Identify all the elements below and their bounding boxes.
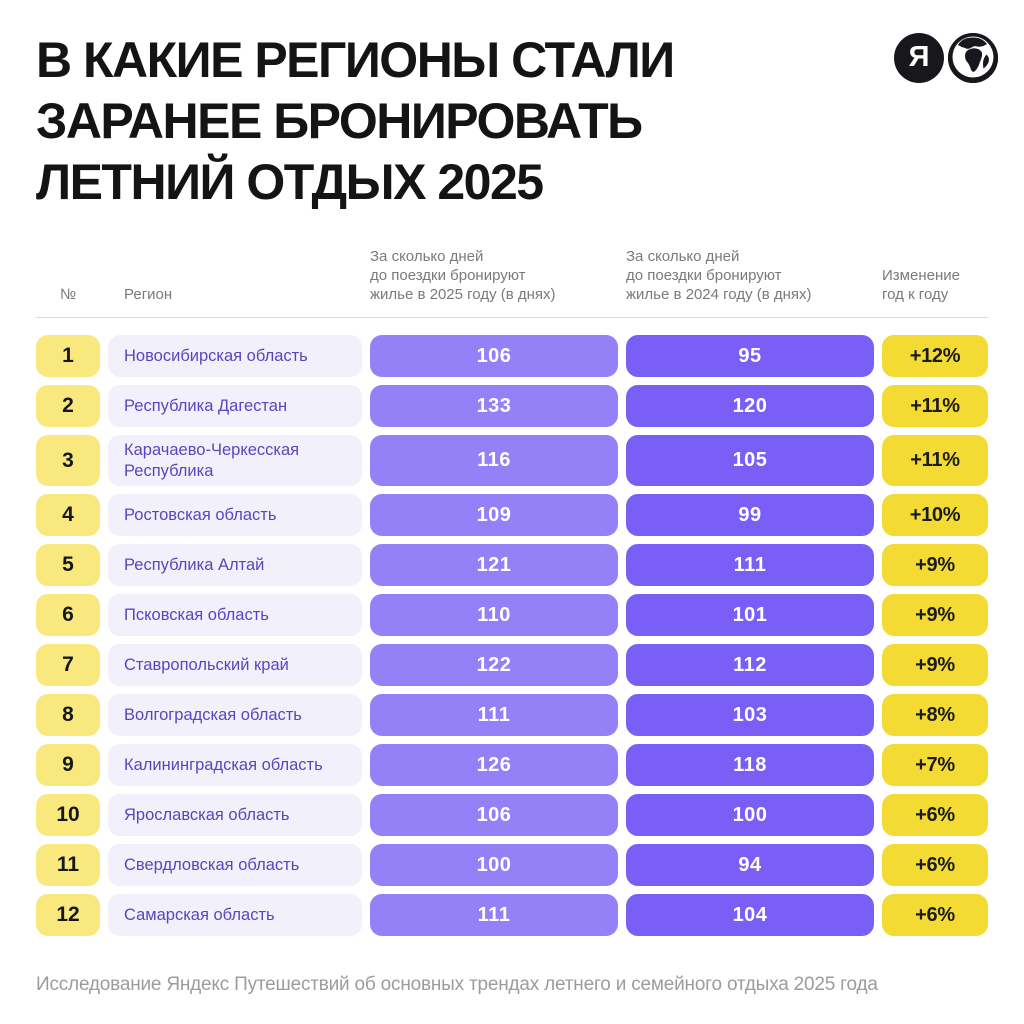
table-row: 8 Волгоградская область 111 103 +8% [36, 694, 988, 737]
change-badge: +6% [882, 794, 988, 837]
bar-2025: 111 [370, 894, 618, 937]
bar-2024: 120 [626, 385, 874, 427]
change-badge: +7% [882, 744, 988, 787]
rank-badge: 5 [36, 544, 100, 587]
region-pill: Карачаево-Черкесская Республика [108, 435, 362, 487]
bar-2024: 103 [626, 694, 874, 737]
table-row: 11 Свердловская область 100 94 +6% [36, 844, 988, 887]
rank-badge: 2 [36, 385, 100, 427]
table-row: 10 Ярославская область 106 100 +6% [36, 794, 988, 837]
bookings-table: № Регион За сколько дней до поездки брон… [36, 247, 988, 937]
source-note: Исследование Яндекс Путешествий об основ… [36, 974, 878, 995]
change-badge: +8% [882, 694, 988, 737]
change-badge: +9% [882, 544, 988, 587]
page-title: В КАКИЕ РЕГИОНЫ СТАЛИ ЗАРАНЕЕ БРОНИРОВАТ… [36, 32, 675, 210]
rank-badge: 9 [36, 744, 100, 787]
bar-2024: 101 [626, 594, 874, 637]
table-row: 4 Ростовская область 109 99 +10% [36, 494, 988, 537]
bar-2024: 94 [626, 844, 874, 887]
change-badge: +11% [882, 385, 988, 427]
table-row: 2 Республика Дагестан 133 120 +11% [36, 385, 988, 427]
region-pill: Ростовская область [108, 494, 362, 537]
header-change: Изменение год к году [882, 267, 960, 303]
header-days-2024: За сколько дней до поездки бронируют жил… [626, 248, 812, 303]
table-row: 6 Псковская область 110 101 +9% [36, 594, 988, 637]
bar-2025: 111 [370, 694, 618, 737]
region-pill: Волгоградская область [108, 694, 362, 737]
bar-2024: 104 [626, 894, 874, 937]
bar-2025: 121 [370, 544, 618, 587]
table-header-row: № Регион За сколько дней до поездки брон… [36, 247, 988, 304]
rank-badge: 6 [36, 594, 100, 637]
change-badge: +6% [882, 894, 988, 937]
region-pill: Республика Алтай [108, 544, 362, 587]
bar-2024: 111 [626, 544, 874, 587]
bar-2025: 122 [370, 644, 618, 687]
infographic-page: В КАКИЕ РЕГИОНЫ СТАЛИ ЗАРАНЕЕ БРОНИРОВАТ… [36, 32, 998, 937]
table-row: 9 Калининградская область 126 118 +7% [36, 744, 988, 787]
change-badge: +9% [882, 644, 988, 687]
change-badge: +12% [882, 335, 988, 377]
bar-2025: 100 [370, 844, 618, 887]
region-pill: Новосибирская область [108, 335, 362, 377]
header-days-2025: За сколько дней до поездки бронируют жил… [370, 248, 556, 303]
bar-2025: 133 [370, 385, 618, 427]
bar-2024: 95 [626, 335, 874, 377]
change-badge: +6% [882, 844, 988, 887]
region-pill: Самарская область [108, 894, 362, 937]
rank-badge: 12 [36, 894, 100, 937]
header-rank: № [59, 286, 77, 303]
rank-badge: 1 [36, 335, 100, 377]
bar-2025: 110 [370, 594, 618, 637]
rank-badge: 11 [36, 844, 100, 887]
region-pill: Калининградская область [108, 744, 362, 787]
bar-2024: 100 [626, 794, 874, 837]
bar-2024: 118 [626, 744, 874, 787]
bar-2025: 106 [370, 335, 618, 377]
bar-2025: 109 [370, 494, 618, 537]
table-row: 1 Новосибирская область 106 95 +12% [36, 335, 988, 377]
region-pill: Ярославская область [108, 794, 362, 837]
bar-2024: 112 [626, 644, 874, 687]
bar-2025: 126 [370, 744, 618, 787]
rank-badge: 7 [36, 644, 100, 687]
change-badge: +10% [882, 494, 988, 537]
rank-badge: 10 [36, 794, 100, 837]
region-pill: Свердловская область [108, 844, 362, 887]
globe-icon [948, 33, 998, 83]
bar-2024: 99 [626, 494, 874, 537]
table-body: 1 Новосибирская область 106 95 +12% 2 Ре… [36, 335, 988, 937]
change-badge: +11% [882, 435, 988, 487]
region-pill: Псковская область [108, 594, 362, 637]
change-badge: +9% [882, 594, 988, 637]
header-region: Регион [124, 286, 173, 303]
yandex-letter: Я [908, 40, 930, 73]
table-row: 12 Самарская область 111 104 +6% [36, 894, 988, 937]
bar-2024: 105 [626, 435, 874, 487]
bar-2025: 116 [370, 435, 618, 487]
header-divider [36, 317, 988, 318]
region-pill: Республика Дагестан [108, 385, 362, 427]
region-pill: Ставропольский край [108, 644, 362, 687]
table-row: 3 Карачаево-Черкесская Республика 116 10… [36, 435, 988, 487]
rank-badge: 3 [36, 435, 100, 487]
yandex-logo-icon: Я [894, 33, 944, 83]
rank-badge: 4 [36, 494, 100, 537]
table-row: 5 Республика Алтай 121 111 +9% [36, 544, 988, 587]
bar-2025: 106 [370, 794, 618, 837]
table-row: 7 Ставропольский край 122 112 +9% [36, 644, 988, 687]
rank-badge: 8 [36, 694, 100, 737]
yandex-travel-logo: Я [894, 33, 998, 83]
